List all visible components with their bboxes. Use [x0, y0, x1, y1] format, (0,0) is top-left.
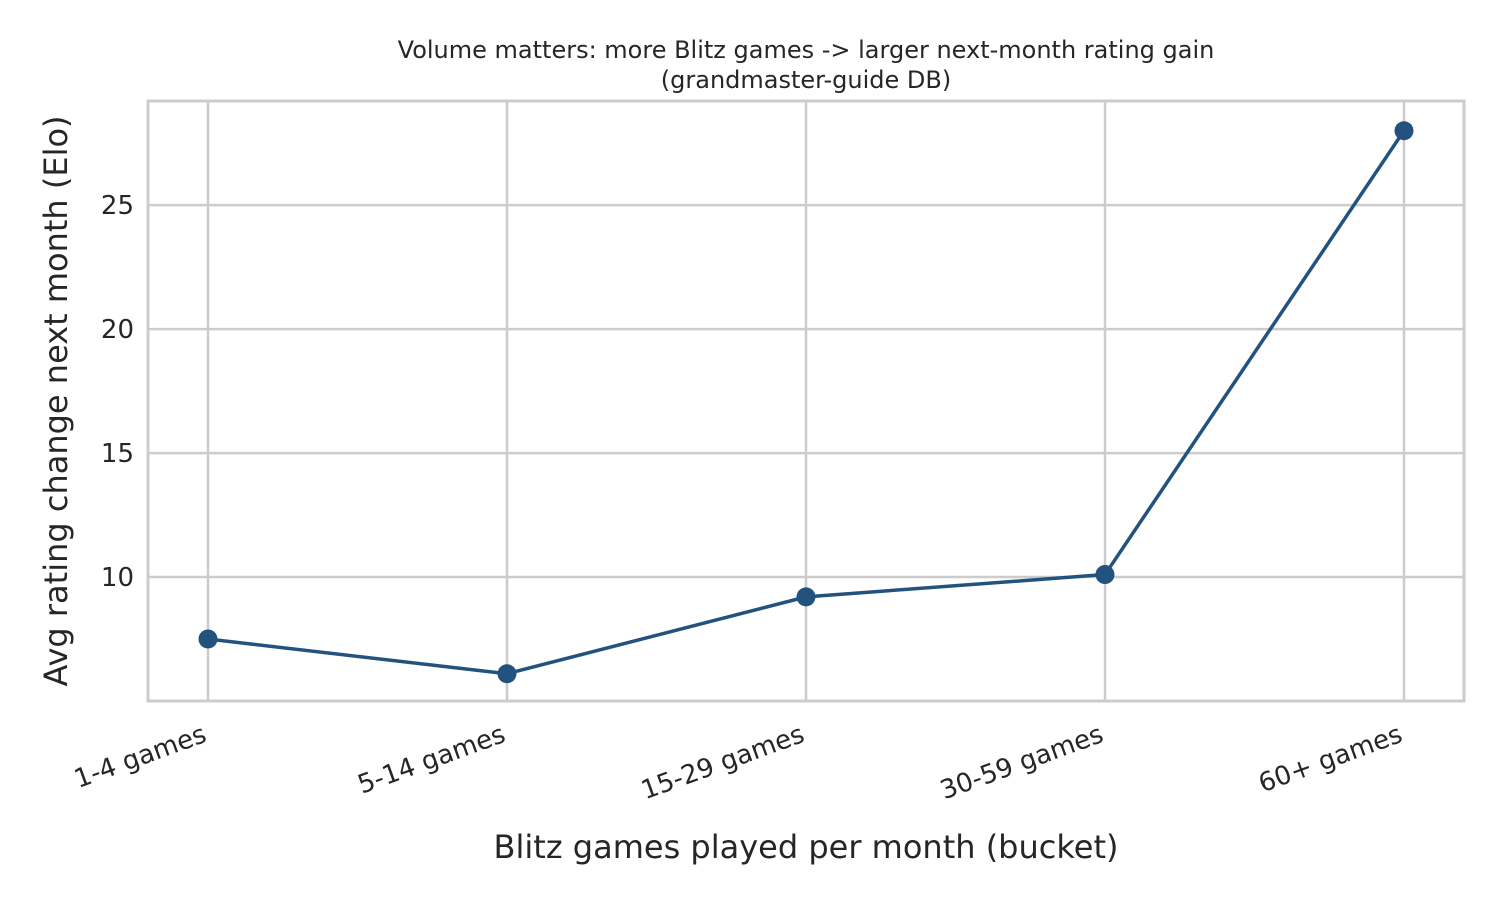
x-axis-label: Blitz games played per month (bucket) — [494, 828, 1119, 866]
x-tick-label: 15-29 games — [637, 719, 808, 806]
y-axis-label: Avg rating change next month (Elo) — [37, 115, 75, 686]
data-point — [497, 664, 517, 684]
y-tick-label: 10 — [101, 563, 134, 593]
data-point — [1394, 121, 1414, 141]
series-group — [198, 121, 1414, 684]
grid — [148, 101, 1464, 701]
y-tick-label: 20 — [101, 315, 134, 345]
x-tick-label: 30-59 games — [936, 719, 1107, 806]
chart-subtitle: (grandmaster-guide DB) — [661, 66, 951, 94]
data-point — [198, 629, 218, 649]
y-tick-labels: 10 15 20 25 — [101, 191, 134, 593]
y-tick-label: 25 — [101, 191, 134, 221]
x-tick-label: 1-4 games — [70, 719, 210, 794]
x-tick-label: 5-14 games — [354, 719, 510, 800]
data-point — [796, 587, 816, 607]
x-tick-label: 60+ games — [1255, 719, 1407, 799]
plot-frame — [146, 99, 1466, 703]
chart-title: Volume matters: more Blitz games -> larg… — [398, 36, 1215, 64]
x-tick-labels: 1-4 games 5-14 games 15-29 games 30-59 game… — [70, 719, 1406, 806]
data-point — [1095, 565, 1115, 585]
y-tick-label: 15 — [101, 439, 134, 469]
